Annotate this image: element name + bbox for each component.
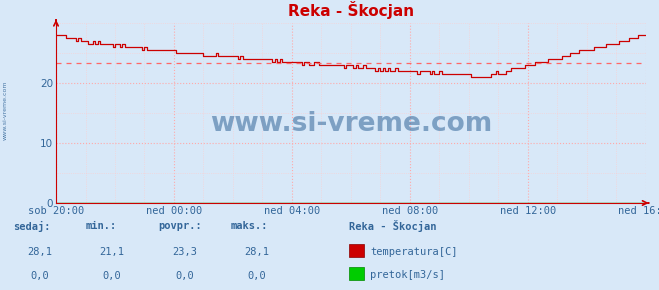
Text: 21,1: 21,1 xyxy=(100,247,125,257)
Text: povpr.:: povpr.: xyxy=(158,221,202,231)
Text: temperatura[C]: temperatura[C] xyxy=(370,247,458,257)
Text: maks.:: maks.: xyxy=(231,221,268,231)
Text: www.si-vreme.com: www.si-vreme.com xyxy=(3,80,8,140)
Text: 23,3: 23,3 xyxy=(172,247,197,257)
Title: Reka - Škocjan: Reka - Škocjan xyxy=(288,1,414,19)
Text: 28,1: 28,1 xyxy=(27,247,52,257)
Text: sedaj:: sedaj: xyxy=(13,221,51,232)
Text: 0,0: 0,0 xyxy=(175,271,194,280)
Text: 0,0: 0,0 xyxy=(30,271,49,280)
Text: pretok[m3/s]: pretok[m3/s] xyxy=(370,271,445,280)
Text: 28,1: 28,1 xyxy=(244,247,270,257)
Text: min.:: min.: xyxy=(86,221,117,231)
Text: 0,0: 0,0 xyxy=(103,271,121,280)
Text: 0,0: 0,0 xyxy=(248,271,266,280)
Text: www.si-vreme.com: www.si-vreme.com xyxy=(210,111,492,137)
Text: Reka - Škocjan: Reka - Škocjan xyxy=(349,220,437,232)
